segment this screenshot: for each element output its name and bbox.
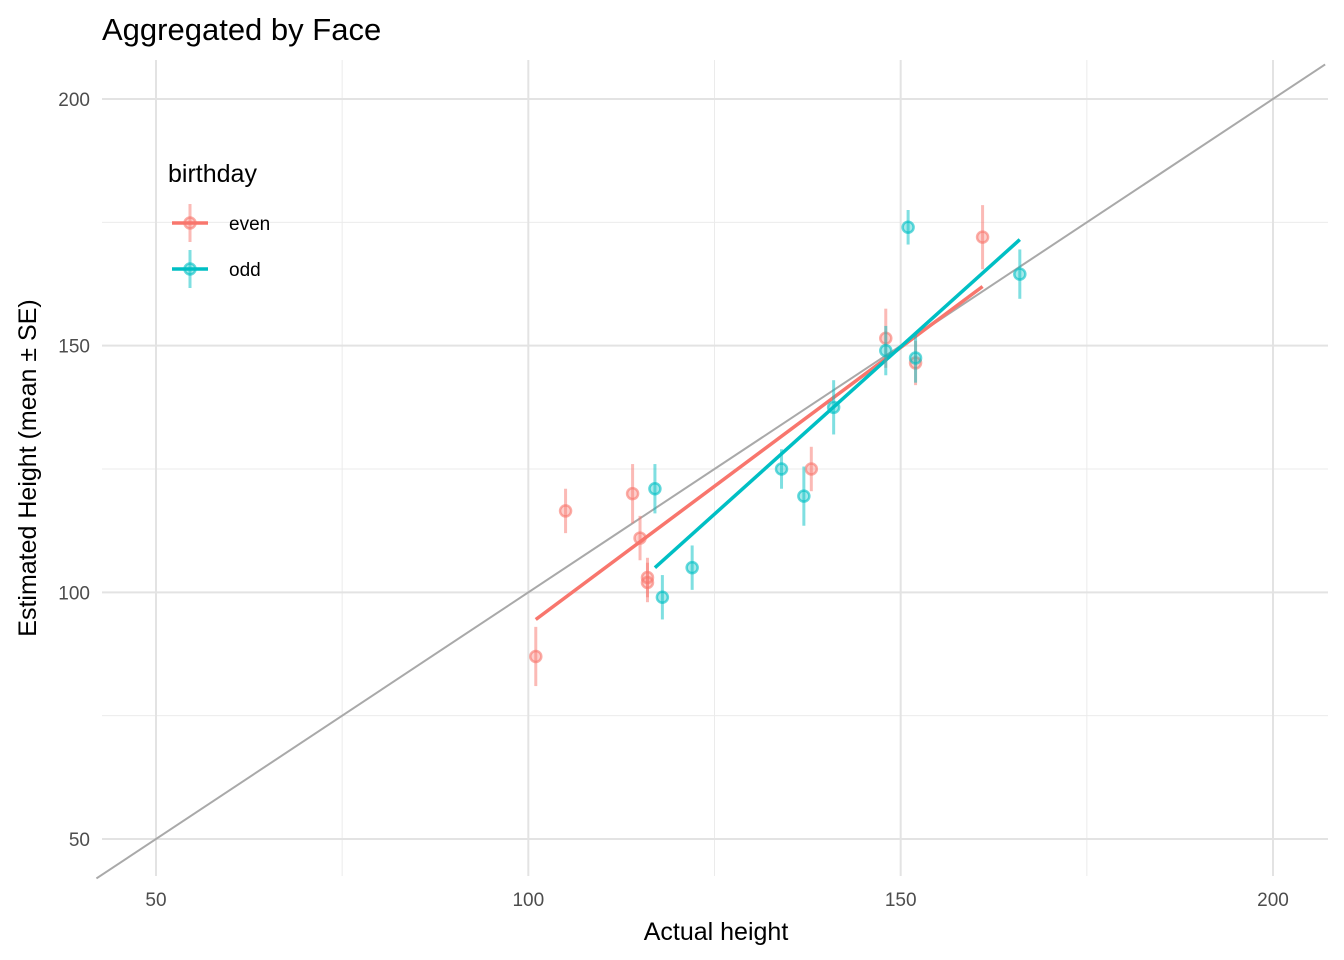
y-axis-label: Estimated Height (mean ± SE) [14,299,42,636]
legend: birthday even odd [168,160,270,288]
point-odd [908,333,923,383]
legend-title: birthday [168,160,257,188]
point-odd [655,575,670,620]
point-marker [908,351,923,365]
point-even [625,464,640,524]
point-marker [558,504,573,518]
x-tick-label: 200 [1257,890,1289,911]
legend-item-even: even [172,204,270,242]
grid-major [102,60,1328,876]
point-odd [1013,249,1027,299]
x-tick-label: 100 [512,890,544,911]
point-marker [648,481,662,496]
point-odd [826,380,841,435]
point-marker [685,560,699,575]
chart-title: Aggregated by Face [102,12,381,47]
point-odd [648,464,662,514]
point-marker [879,343,893,358]
point-even [529,626,543,687]
point-marker [529,649,543,664]
x-axis-ticks: 50 100 150 200 [145,890,1288,911]
point-marker [901,220,915,235]
point-odd [797,466,811,526]
point-marker [797,489,811,503]
point-even [633,515,647,561]
legend-items: even odd [172,204,270,288]
point-marker [1013,267,1027,281]
y-tick-label: 200 [58,90,90,111]
point-even [804,446,819,492]
point-even [558,488,573,534]
legend-item-odd: odd [172,250,261,288]
x-tick-label: 50 [145,890,166,911]
point-odd [901,210,915,245]
point-marker [625,486,640,501]
legend-key-point [183,216,197,230]
x-tick-label: 150 [885,890,917,911]
y-tick-label: 50 [69,830,90,851]
data-points [529,205,1027,687]
legend-label: odd [229,260,261,281]
point-marker [804,462,819,476]
reference-line [95,63,1326,880]
legend-key-point [183,262,197,276]
y-axis-ticks: 50 100 150 200 [58,90,90,851]
reference-line-layer [95,63,1326,880]
y-tick-label: 150 [58,337,90,358]
point-odd [774,449,789,489]
point-marker [975,230,990,244]
x-axis-label: Actual height [644,918,789,946]
point-marker [640,575,655,590]
fit-lines [534,238,1021,621]
point-even [640,562,655,603]
point-marker [774,462,789,476]
point-even [975,205,990,270]
point-marker [633,531,647,545]
point-odd [879,325,893,376]
point-marker [655,590,670,605]
legend-label: even [229,214,270,235]
point-marker [826,400,841,415]
y-tick-label: 100 [58,583,90,604]
point-odd [685,545,699,590]
